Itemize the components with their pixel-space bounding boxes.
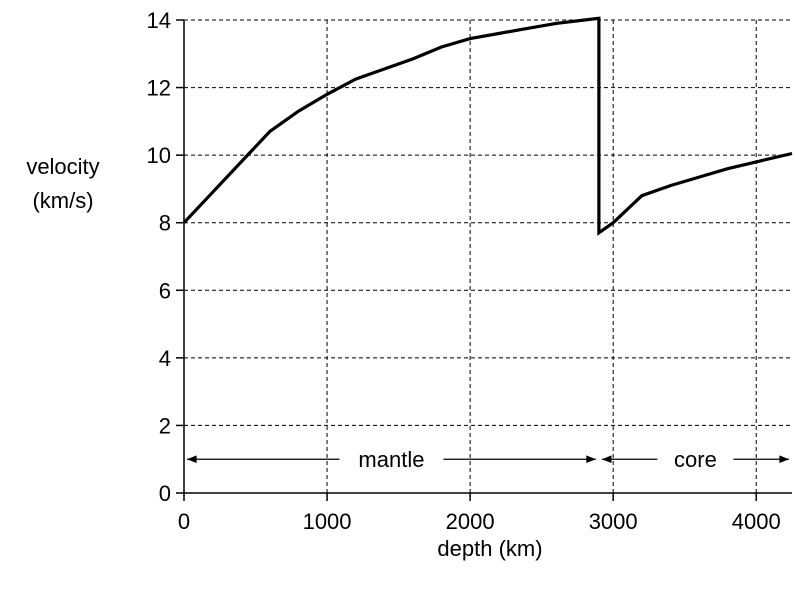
x-tick-label: 2000 — [446, 509, 495, 534]
y-tick-label: 0 — [159, 481, 171, 506]
series-line — [182, 16, 793, 236]
y-axis-label: velocity (km/s) — [8, 150, 118, 218]
y-tick-label: 6 — [159, 278, 171, 303]
y-tick-label: 14 — [147, 8, 171, 33]
y-tick-label: 10 — [147, 143, 171, 168]
annotation-label: core — [674, 447, 717, 472]
y-tick-label: 12 — [147, 76, 171, 101]
annotation-label: mantle — [358, 447, 424, 472]
y-tick-label: 4 — [159, 346, 171, 371]
y-axis-label-line1: velocity — [26, 154, 100, 179]
y-tick-label: 8 — [159, 211, 171, 236]
x-tick-label: 3000 — [589, 509, 638, 534]
x-tick-label: 1000 — [303, 509, 352, 534]
x-tick-label: 0 — [178, 509, 190, 534]
y-tick-label: 2 — [159, 413, 171, 438]
y-axis-label-line2: (km/s) — [32, 188, 94, 213]
x-axis-label: depth (km) — [437, 536, 543, 561]
x-tick-label: 4000 — [732, 509, 781, 534]
